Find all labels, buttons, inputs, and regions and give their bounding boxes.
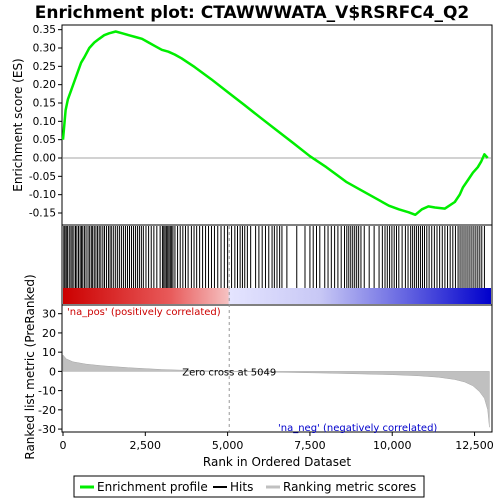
metric-x-tick-label: 7,500 [294,439,326,452]
es-y-tick-label: 0.25 [33,61,56,73]
metric-x-tick-label: 5,000 [212,439,244,452]
metric-y-axis-label: Ranked list metric (PreRanked) [23,274,37,459]
metric-y-tick-label: 0 [49,365,56,378]
metric-y-tick-label: -20 [38,404,56,417]
es-y-tick-label: -0.10 [29,189,56,201]
metric-x-axis-label: Rank in Ordered Dataset [203,455,351,469]
hits-panel [61,224,493,306]
pos-correlated-label: 'na_pos' (positively correlated) [67,307,221,318]
legend-hits-label: Hits [230,480,253,494]
legend-metric-label: Ranking metric scores [283,480,416,494]
es-y-tick-label: 0.30 [33,43,56,55]
neg-correlated-label: 'na_neg' (negatively correlated) [278,423,437,434]
es-y-tick-label: -0.15 [29,208,56,220]
enrichment-profile-line [61,30,489,217]
metric-x-tick-label: 10,000 [373,439,412,452]
es-y-tick-label: 0.10 [33,116,56,128]
chart-title: Enrichment plot: CTAWWWATA_V$RSRFC4_Q2 [35,3,470,23]
metric-y-tick-label: 30 [42,308,56,321]
es-y-axis-label: Enrichment score (ES) [11,58,25,191]
zero-cross-label: Zero cross at 5049 [182,367,276,378]
metric-y-ticks: -30 -20 -10 0 10 20 30 [38,308,62,436]
es-y-tick-label: 0.15 [33,98,56,110]
es-y-tick-label: -0.05 [29,171,56,183]
metric-y-tick-label: -10 [38,385,56,398]
metric-x-tick-label: 12,500 [455,439,494,452]
metric-x-tick-label: 2,500 [130,439,162,452]
es-panel-frame [61,24,493,226]
metric-y-tick-label: 10 [42,346,56,359]
legend: Enrichment profile Hits Ranking metric s… [73,475,425,498]
legend-enrichment-label: Enrichment profile [97,480,208,494]
ranking-metric-area [62,354,490,428]
hit-lines [63,226,485,288]
legend-box [73,475,425,498]
metric-y-tick-label: -30 [38,423,56,436]
rank-color-bar [63,288,491,304]
es-y-tick-label: 0.05 [33,134,56,146]
metric-x-ticks: 0 2,500 5,000 7,500 10,000 12,500 [60,432,494,452]
es-y-tick-label: 0.20 [33,79,56,91]
es-y-tick-label: 0.00 [33,153,56,165]
metric-x-tick-label: 0 [60,439,67,452]
metric-y-tick-label: 20 [42,327,56,340]
metric-panel: Zero cross at 5049 'na_pos' (positively … [23,226,494,469]
es-y-tick-label: 0.35 [33,24,56,36]
es-panel: -0.15 -0.10 -0.05 0.00 0.05 0.10 0.15 0.20 0.25 0… [11,24,493,226]
es-y-ticks: -0.15 -0.10 -0.05 0.00 0.05 0.10 0.15 0.20 0.25 0… [29,24,62,220]
